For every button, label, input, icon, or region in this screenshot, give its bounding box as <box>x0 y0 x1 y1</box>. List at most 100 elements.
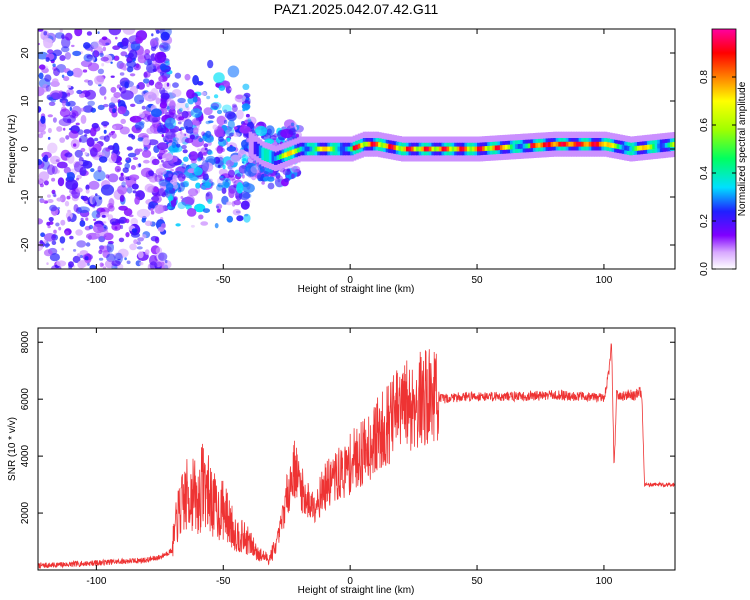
spectrogram-cell <box>83 53 93 62</box>
spectrogram-cell <box>65 179 79 191</box>
colorbar-tick-label: 0.0 <box>699 262 710 276</box>
spectrogram-cell <box>672 142 675 147</box>
spectrogram-cell <box>214 223 219 229</box>
spectrogram-cell <box>235 94 243 100</box>
spectrogram-cell <box>130 103 136 108</box>
spectrogram-cell <box>151 33 154 37</box>
spectrogram-cell <box>92 205 96 209</box>
spectrogram-cell <box>499 145 504 150</box>
spectrogram-cell <box>75 229 83 236</box>
spectrogram-cell <box>179 107 183 112</box>
spectrogram-cell <box>225 129 230 135</box>
spectrogram-cell <box>466 146 471 152</box>
snr-series-line <box>38 343 675 569</box>
spectrogram-cell <box>203 143 209 148</box>
spectrogram-cell <box>88 180 100 190</box>
spectrogram-cell <box>426 146 430 152</box>
spectrogram-cell <box>51 177 56 182</box>
spectrogram-cell <box>164 259 168 264</box>
spectrogram-cell <box>289 150 293 156</box>
spectrogram-cell <box>124 81 129 89</box>
spectrogram-cell <box>165 119 170 124</box>
spectrogram-cell <box>224 111 236 120</box>
spectrogram-cell <box>119 194 125 202</box>
spectrogram-cell <box>59 29 63 33</box>
spectrogram-cell <box>158 261 165 267</box>
snr-x-label: Height of straight line (km) <box>298 585 415 596</box>
spectrogram-cell <box>217 164 221 168</box>
spectrogram-cell <box>49 90 63 100</box>
spectrogram-cell <box>103 129 107 134</box>
colorbar: 0.0 0.2 0.4 0.6 0.8 Normalized spectral ampl… <box>699 28 748 276</box>
spectrogram-cell <box>170 169 174 172</box>
spectrogram-cell <box>527 143 532 149</box>
spectrogram-cell <box>47 142 58 154</box>
spectrogram-cell <box>43 180 49 186</box>
spectrogram-cell <box>59 55 66 61</box>
spectrogram-cell <box>176 143 181 148</box>
spectrogram-cell <box>141 105 146 110</box>
spectrogram-cell <box>105 42 110 46</box>
spectrogram-cell <box>337 146 342 152</box>
spectrogram-cell <box>178 116 185 121</box>
spectrogram-cell <box>69 194 72 197</box>
spectrogram-cell <box>291 173 295 179</box>
spectrogram-cell <box>151 195 162 204</box>
spectrogram-cell <box>119 72 125 76</box>
spectrogram-cell <box>177 121 182 125</box>
spectrogram-cell <box>216 184 223 191</box>
spectrogram-cell <box>56 64 67 73</box>
spectrogram-cell <box>194 203 206 213</box>
spectrogram-x-tick-label: 50 <box>471 275 483 286</box>
spectrogram-cell <box>142 137 150 146</box>
colorbar-tick-label: 0.2 <box>699 214 710 228</box>
spectrogram-cell <box>294 148 298 154</box>
spectrogram-cell <box>400 146 405 152</box>
spectrogram-cell <box>340 146 344 152</box>
spectrogram-cell <box>60 46 70 53</box>
spectrogram-cell <box>198 214 204 220</box>
spectrogram-cell <box>288 128 297 136</box>
spectrogram-cell <box>232 132 241 138</box>
spectrogram-cell <box>90 168 95 173</box>
spectrogram-cell <box>181 163 187 169</box>
spectrogram-cell <box>90 49 94 52</box>
colorbar-ticks: 0.0 0.2 0.4 0.6 0.8 <box>699 70 736 276</box>
spectrogram-cell <box>130 232 141 238</box>
spectrogram-cell <box>659 143 664 149</box>
spectrogram-cell <box>108 132 114 136</box>
spectrogram-cell <box>61 100 67 107</box>
spectrogram-cell <box>91 41 103 49</box>
spectrogram-cell <box>101 62 105 67</box>
spectrogram-cell <box>144 220 153 227</box>
spectrogram-cell <box>208 115 215 119</box>
spectrogram-cell <box>163 122 174 129</box>
spectrogram-cell <box>159 42 171 52</box>
spectrogram-cell <box>187 168 196 174</box>
spectrogram-cell <box>362 141 367 147</box>
spectrogram-cell <box>91 122 99 129</box>
spectrogram-cell <box>93 170 106 181</box>
spectrogram-cell <box>208 120 214 124</box>
spectrogram-cell <box>601 141 605 147</box>
spectrogram-cell <box>75 177 80 181</box>
spectrogram-cell <box>239 125 252 134</box>
spectrogram-cell <box>304 146 309 152</box>
spectrogram-cell <box>187 97 195 105</box>
spectrogram-cell <box>609 142 613 148</box>
spectrogram-cell <box>378 142 382 148</box>
spectrogram-cell <box>111 260 121 267</box>
spectrogram-cell <box>83 42 91 49</box>
spectrogram-cell <box>441 146 446 152</box>
spectrogram-cell <box>121 181 126 188</box>
spectrogram-cell <box>154 236 160 244</box>
spectrogram-cell <box>144 53 151 61</box>
spectrogram-cell <box>614 143 618 149</box>
spectrogram-cell <box>38 218 43 225</box>
spectrogram-cell <box>159 63 167 71</box>
spectrogram-cell <box>117 185 128 195</box>
spectrogram-cell <box>115 36 118 40</box>
spectrogram-cell <box>154 204 164 214</box>
spectrogram-cell <box>126 184 132 188</box>
